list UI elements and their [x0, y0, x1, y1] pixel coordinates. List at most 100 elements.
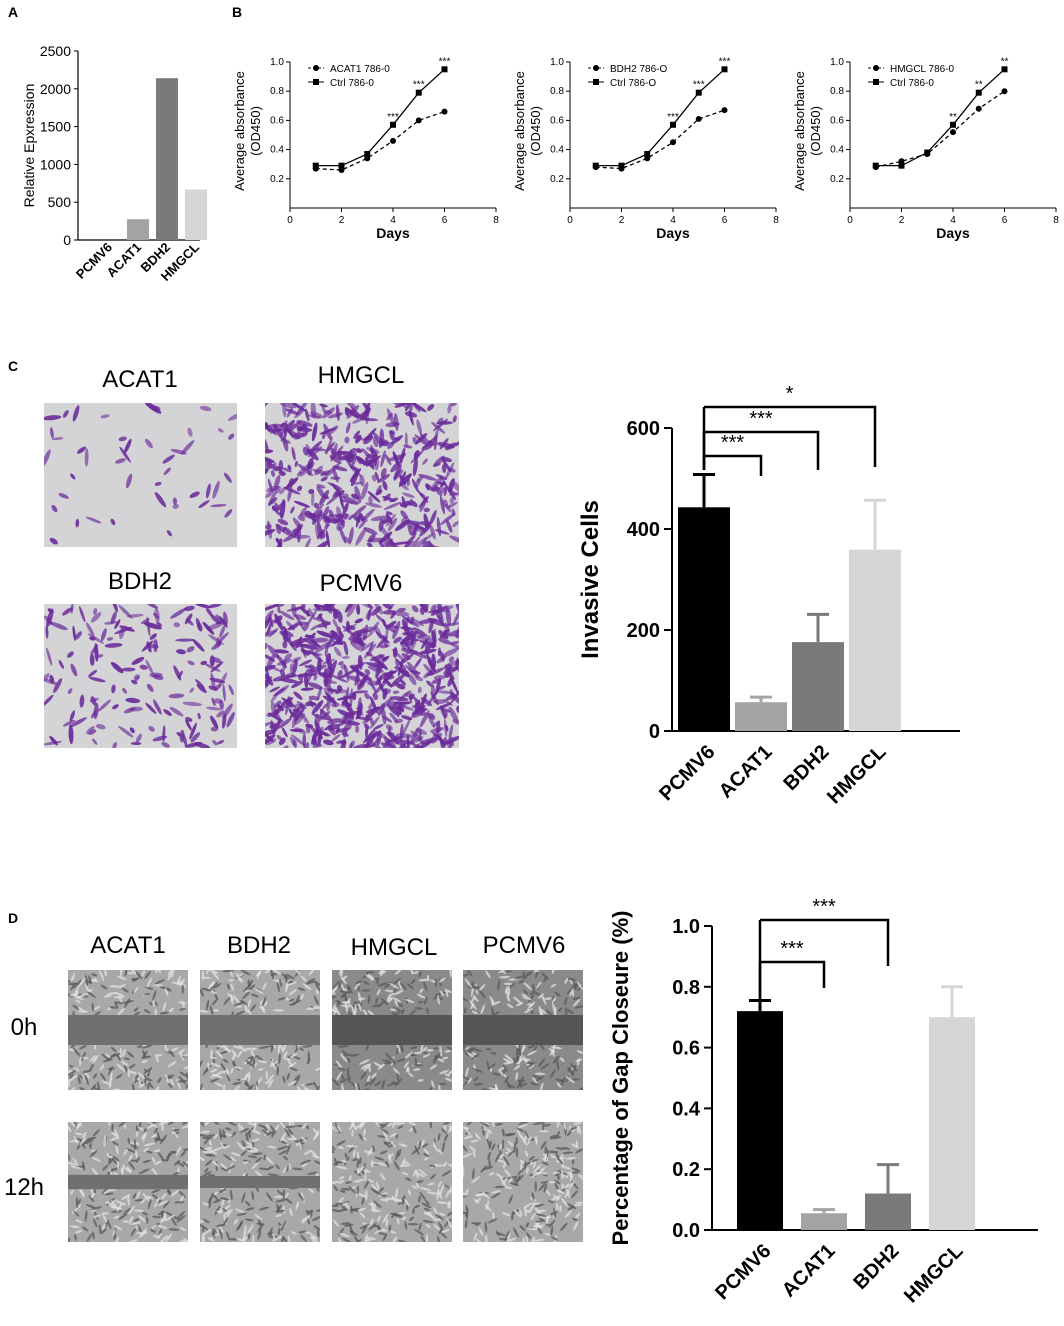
- cell: [556, 1202, 559, 1211]
- stained-cell: [420, 697, 433, 707]
- cell: [559, 1222, 568, 1232]
- cell: [374, 1122, 379, 1126]
- cell: [157, 1200, 169, 1206]
- x-tick-label: 8: [773, 215, 779, 226]
- stained-cell: [87, 633, 105, 644]
- stained-cell: [377, 474, 390, 483]
- stained-cell: [289, 706, 301, 719]
- stained-cell: [371, 474, 377, 482]
- stained-cell: [313, 673, 318, 681]
- stained-cell: [204, 663, 221, 672]
- stained-cell: [289, 736, 296, 747]
- x-tick-label: BDH2: [849, 1240, 903, 1294]
- cell: [371, 1004, 382, 1008]
- cell: [499, 1153, 505, 1159]
- stained-cell: [399, 502, 409, 508]
- cell: [210, 1068, 218, 1073]
- stained-cell: [445, 724, 449, 732]
- cell: [135, 1130, 139, 1138]
- cell: [383, 1141, 390, 1147]
- stained-cell: [192, 638, 205, 652]
- stained-cell: [210, 661, 224, 673]
- x-axis-label: Days: [376, 225, 410, 241]
- stained-cell: [131, 656, 145, 665]
- cell: [110, 1137, 118, 1141]
- cell: [298, 1230, 307, 1234]
- stained-cell: [411, 522, 427, 531]
- stained-cell: [268, 492, 276, 507]
- cell: [422, 1046, 428, 1052]
- stained-cell: [385, 511, 393, 515]
- cell: [423, 981, 428, 992]
- cell: [73, 979, 82, 989]
- stained-cell: [90, 612, 102, 623]
- cell: [313, 1225, 320, 1232]
- stained-cell: [393, 413, 399, 431]
- stained-cell: [279, 486, 287, 495]
- stained-cell: [368, 702, 374, 710]
- cell: [208, 1139, 212, 1146]
- cell: [389, 1132, 398, 1138]
- cell: [337, 980, 343, 990]
- cell: [265, 1156, 274, 1165]
- stained-cell: [324, 523, 329, 530]
- invasion-image-acat1: [44, 403, 237, 547]
- cell: [391, 1058, 396, 1066]
- stained-cell: [439, 495, 446, 515]
- cell: [515, 1072, 519, 1081]
- cell: [376, 988, 381, 996]
- cell: [467, 1077, 472, 1084]
- stained-cell: [67, 688, 73, 695]
- y-tick-label: 0.4: [830, 145, 844, 156]
- bar-acat1: [735, 702, 787, 731]
- stained-cell: [380, 537, 391, 547]
- cell: [296, 1124, 304, 1128]
- stained-cell: [365, 744, 376, 748]
- cell: [400, 1216, 407, 1220]
- cell: [100, 984, 108, 990]
- cell: [88, 1195, 95, 1203]
- stained-cell: [146, 683, 154, 692]
- stained-cell: [319, 708, 324, 716]
- cell: [449, 970, 452, 978]
- cell: [257, 1223, 264, 1233]
- stained-cell: [405, 632, 417, 638]
- cell: [396, 1058, 407, 1063]
- stained-cell: [298, 423, 309, 431]
- cell: [106, 1152, 111, 1159]
- cell: [431, 1080, 435, 1089]
- point-treatment: [390, 137, 396, 144]
- cell: [91, 1002, 95, 1012]
- stained-cell: [442, 499, 448, 508]
- cell: [332, 1145, 336, 1151]
- stained-cell: [394, 519, 410, 532]
- cell: [423, 1207, 431, 1212]
- x-tick-label: 2: [619, 215, 625, 226]
- stained-cell: [341, 731, 349, 737]
- stained-cell: [97, 699, 112, 712]
- cell: [251, 1152, 264, 1156]
- cell: [513, 1175, 518, 1183]
- cell: [389, 992, 399, 996]
- stained-cell: [210, 672, 216, 690]
- y-axis-label: Invasive Cells: [577, 500, 604, 659]
- cell: [205, 999, 210, 1011]
- stained-cell: [277, 605, 281, 614]
- cell: [276, 1065, 280, 1076]
- cell: [347, 1010, 353, 1017]
- cell: [79, 1137, 87, 1146]
- stained-cell: [77, 446, 87, 454]
- cell: [443, 1122, 450, 1126]
- cell: [247, 1224, 254, 1234]
- cell: [224, 1045, 231, 1054]
- stained-cell: [367, 665, 384, 673]
- point-ctrl: [950, 121, 956, 128]
- stained-cell: [68, 724, 74, 745]
- cell: [160, 1122, 164, 1132]
- cell: [237, 973, 244, 977]
- cell: [399, 982, 407, 990]
- cell: [245, 1132, 249, 1143]
- cell: [417, 1173, 425, 1178]
- cell: [257, 1060, 267, 1064]
- cell: [205, 970, 211, 975]
